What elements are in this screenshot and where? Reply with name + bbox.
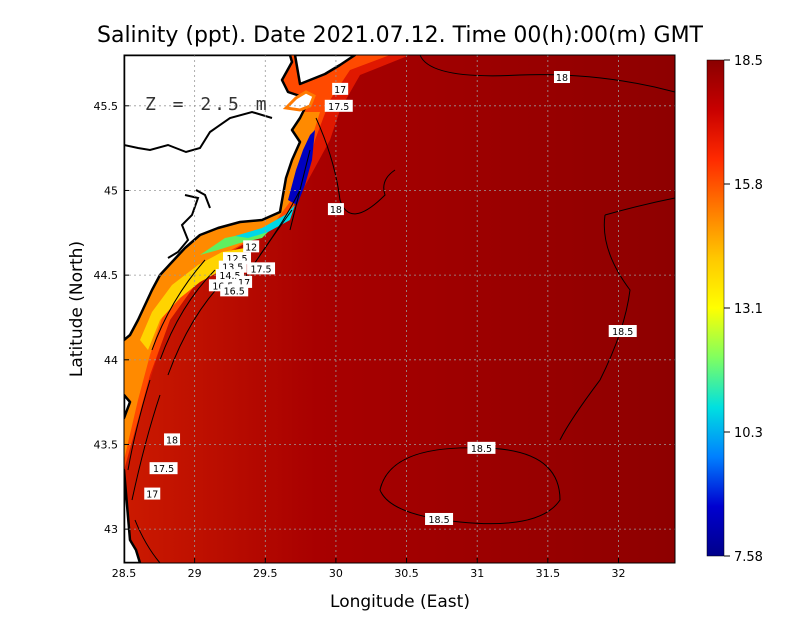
contour-label-16: 18.5 (471, 444, 492, 455)
map-title: Salinity (ppt). Date 2021.07.12. Time 00… (97, 23, 704, 48)
bulgaria-coast-land (124, 393, 132, 420)
contour-label-bg-17 (425, 512, 454, 525)
political-borders (124, 110, 273, 259)
contour-label-14: 17.5 (153, 464, 174, 475)
x-axis-ticks: 28.5 29 29.5 30 30.5 31 31.5 32 (112, 558, 625, 580)
danube-delta-edge (282, 90, 316, 112)
contour-label-3: 18 (330, 205, 342, 216)
colorbar-tick-label-2: 13.1 (734, 302, 763, 317)
contour-label-13: 18 (166, 435, 178, 446)
contour-label-11: 16.5 (224, 286, 245, 297)
colorbar-tick-label-1: 15.8 (734, 178, 763, 193)
contour-label-10: 17 (238, 278, 250, 289)
contour-label-8: 17.5 (250, 264, 271, 275)
contour-label-0: 18 (556, 73, 568, 84)
colorbar-tick-label-3: 10.3 (734, 426, 763, 441)
contour-label-bg-8 (247, 262, 276, 275)
x-tick-label-7: 32 (611, 567, 625, 580)
contour-label-bg-1 (332, 82, 349, 95)
y-axis-label: Latitude (North) (67, 241, 87, 377)
y-tick-label-4: 45 (104, 184, 118, 197)
map-area: Z = 2.5 m 181717.5181212.513.514.517.516… (124, 55, 675, 563)
contour-label-bg-16 (467, 441, 496, 454)
contour-label-bg-12 (608, 325, 637, 338)
contour-label-bg-15 (144, 487, 161, 500)
contour-label-bg-13 (164, 433, 181, 446)
land-masses (124, 55, 357, 563)
x-axis-label: Longitude (East) (330, 592, 470, 612)
contour-label-17: 18.5 (428, 515, 449, 526)
y-axis-ticks: 43 43.5 44 44.5 45 45.5 (94, 100, 129, 536)
ukraine-coast-land (293, 55, 357, 86)
contour-label-bg-2 (324, 99, 353, 112)
contour-label-4: 12 (245, 242, 257, 253)
y-tick-label-3: 44.5 (94, 269, 119, 282)
danube-plume-blue (288, 130, 315, 205)
x-tick-label-3: 30 (329, 567, 343, 580)
x-tick-label-6: 31.5 (536, 567, 561, 580)
colorbar-ticks: 18.5 15.8 13.1 10.3 7.58 (724, 54, 763, 565)
contour-label-6: 13.5 (222, 263, 243, 274)
colorbar-tick-label-0: 18.5 (734, 54, 763, 69)
contour-label-15: 17 (146, 490, 158, 501)
contour-label-bg-14 (149, 462, 178, 475)
contour-labels: 181717.5181212.513.514.517.516.51716.518… (144, 71, 637, 526)
x-tick-label-5: 31 (470, 567, 484, 580)
x-tick-label-2: 29.5 (253, 567, 278, 580)
depth-label: Z = 2.5 m (145, 94, 270, 115)
y-tick-label-5: 45.5 (94, 100, 119, 113)
contour-label-2: 17.5 (328, 102, 349, 113)
y-tick-label-2: 44 (104, 354, 118, 367)
y-tick-label-0: 43 (104, 523, 118, 536)
contour-label-12: 18.5 (612, 327, 633, 338)
x-tick-label-1: 29 (188, 567, 202, 580)
x-tick-label-4: 30.5 (394, 567, 419, 580)
map-frame (123, 54, 676, 564)
map-gridlines (124, 55, 675, 563)
colorbar-tick-label-4: 7.58 (734, 550, 763, 565)
contour-label-5: 12.5 (226, 254, 247, 265)
bulgaria-south-coast-land (124, 468, 142, 563)
contour-label-bg-11 (220, 284, 249, 297)
contour-label-bg-3 (327, 203, 344, 216)
x-tick-label-0: 28.5 (112, 567, 137, 580)
contour-label-bg-4 (243, 240, 260, 253)
contour-label-1: 17 (334, 85, 346, 96)
contour-label-bg-0 (553, 71, 570, 84)
colorbar (706, 59, 725, 557)
y-tick-label-1: 43.5 (94, 438, 119, 451)
contour-label-7: 14.5 (219, 271, 240, 282)
romania-coast-land (124, 55, 307, 342)
